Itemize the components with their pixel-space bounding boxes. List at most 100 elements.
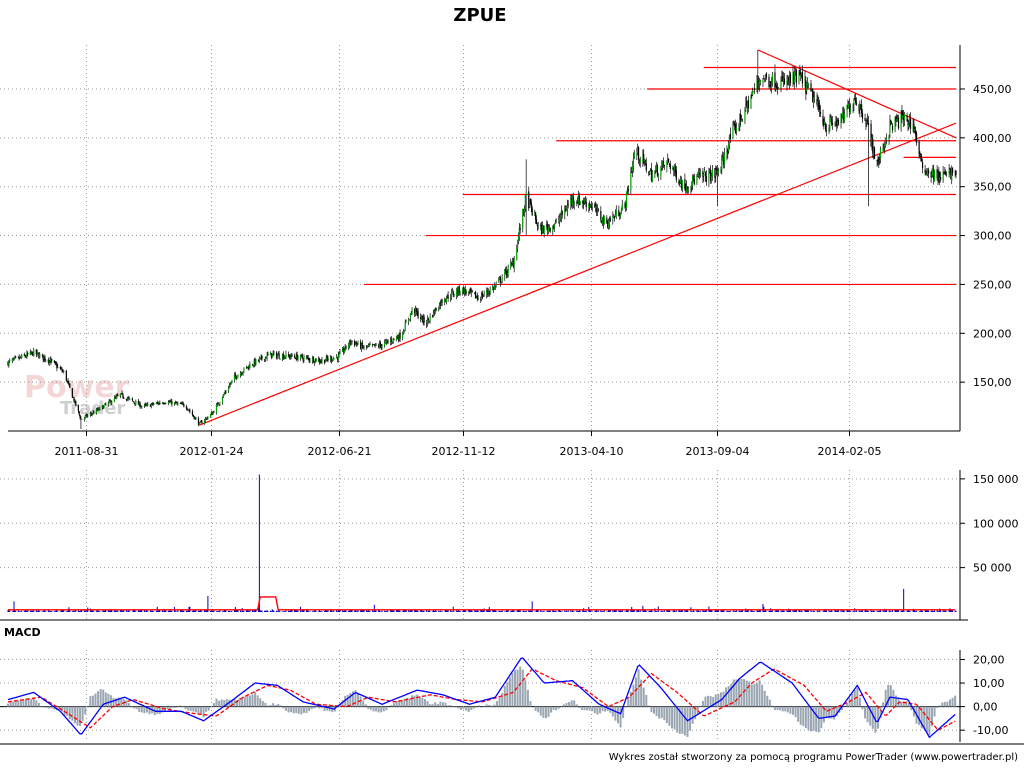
candle-body: [289, 356, 291, 358]
candle-body: [519, 228, 521, 231]
date-tick-label: 2014-02-05: [818, 445, 882, 458]
candle-body: [866, 122, 868, 124]
candle-body: [186, 408, 188, 410]
candle-body: [165, 403, 167, 405]
candle-body: [919, 152, 921, 155]
candle-body: [591, 205, 593, 207]
candle-body: [764, 79, 766, 81]
candle-body: [384, 342, 386, 347]
candle-body: [716, 168, 718, 170]
candle-body: [895, 116, 897, 122]
candle-body: [104, 403, 106, 405]
candle-body: [752, 90, 755, 92]
candle-body: [345, 345, 347, 349]
candle-body: [674, 165, 676, 171]
candle-body: [650, 169, 653, 181]
candle-body: [734, 124, 737, 133]
candle-body: [331, 360, 333, 362]
candle-body: [897, 117, 900, 129]
candle-body: [571, 195, 574, 204]
candle-body: [85, 414, 87, 416]
candle-body: [883, 148, 885, 150]
candle-body: [23, 354, 25, 356]
candle-body: [867, 120, 869, 122]
candle-body: [381, 345, 383, 348]
candle-body: [564, 209, 566, 215]
candle-body: [463, 288, 466, 294]
candle-body: [595, 207, 598, 213]
candle-body: [633, 152, 635, 158]
candle-body: [325, 356, 327, 361]
candle-body: [434, 308, 436, 314]
candle-body: [672, 167, 674, 169]
candle-body: [168, 401, 170, 403]
candle-body: [458, 287, 460, 294]
candle-body: [696, 176, 698, 184]
candle-body: [216, 403, 218, 405]
volume-panel: 50 000 100 000 150 000: [0, 470, 1019, 621]
candle-body: [101, 405, 103, 408]
candle-body: [877, 158, 879, 160]
candle-body: [746, 101, 748, 106]
candle-body: [510, 262, 512, 268]
candle-body: [414, 309, 416, 314]
candle-body: [272, 353, 274, 354]
candle-body: [738, 124, 740, 127]
candle-body: [402, 333, 404, 339]
candle-body: [567, 204, 569, 206]
candle-body: [447, 294, 449, 299]
candle-body: [171, 401, 173, 405]
candle-body: [606, 217, 608, 224]
candle-body: [91, 413, 93, 415]
candle-body: [523, 208, 525, 211]
candle-body: [426, 323, 428, 325]
candle-body: [97, 408, 99, 411]
candle-body: [909, 119, 911, 123]
candle-body: [159, 402, 161, 404]
date-tick-label: 2011-08-31: [55, 445, 119, 458]
candle-body: [954, 172, 956, 173]
candle-body: [613, 214, 615, 218]
candle-body: [116, 395, 118, 397]
candle-body: [169, 402, 171, 403]
price-tick-label: 350,00: [973, 181, 1012, 194]
candle-body: [543, 225, 545, 235]
candle-body: [378, 345, 380, 347]
candle-body: [752, 90, 754, 96]
candle-body: [218, 403, 220, 406]
candle-body: [642, 155, 644, 161]
candle-body: [674, 166, 677, 173]
candle-body: [489, 289, 491, 293]
candle-body: [386, 340, 388, 342]
candle-body: [517, 236, 520, 242]
candle-body: [84, 415, 86, 418]
candle-body: [589, 204, 591, 207]
candle-body: [408, 319, 411, 320]
macd-panel: MACD 20,00 10,00 0,00 -10,00: [0, 626, 1008, 742]
candle-body: [264, 357, 266, 361]
candle-body: [138, 402, 140, 406]
candle-body: [951, 167, 954, 174]
candle-body: [390, 339, 392, 343]
candle-body: [26, 352, 28, 357]
candle-body: [831, 122, 834, 125]
candle-body: [529, 199, 531, 208]
candle-body: [639, 160, 641, 163]
candle-body: [19, 356, 21, 359]
candle-body: [903, 115, 905, 121]
candle-body: [559, 217, 562, 219]
candle-body: [246, 367, 248, 369]
candle-body: [818, 106, 821, 110]
candle-body: [173, 402, 176, 405]
candle-body: [157, 402, 159, 404]
candle-body: [445, 298, 447, 302]
candle-body: [686, 186, 689, 190]
candle-body: [805, 80, 807, 94]
candle-body: [408, 319, 410, 322]
candle-body: [829, 120, 831, 128]
candle-body: [90, 413, 92, 415]
date-tick-label: 2012-06-21: [308, 445, 372, 458]
candle-body: [853, 99, 855, 105]
candle-body: [630, 172, 632, 191]
candle-body: [123, 397, 125, 399]
